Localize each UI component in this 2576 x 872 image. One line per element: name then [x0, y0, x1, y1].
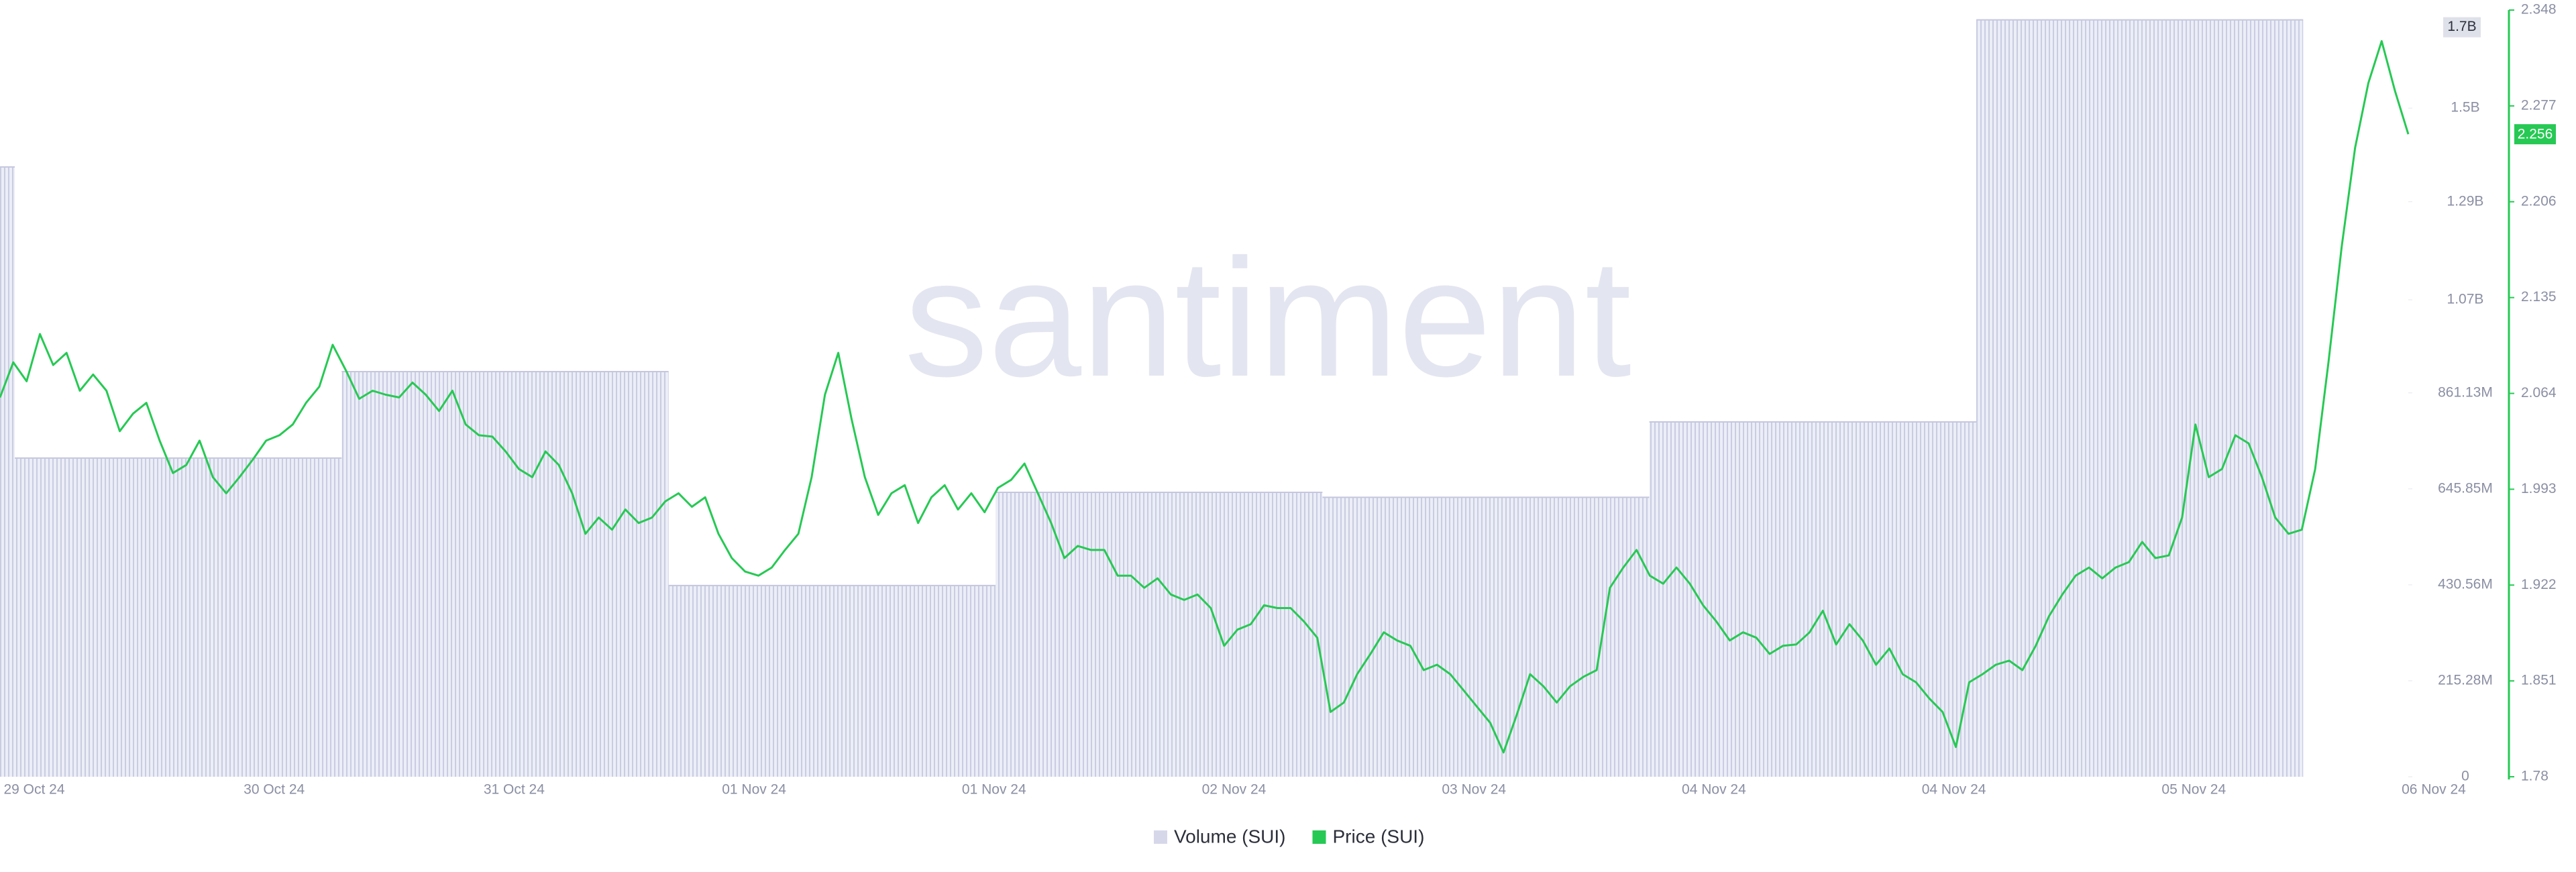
- legend-item: Price (SUI): [1312, 826, 1425, 847]
- x-tick-label: 30 Oct 24: [244, 782, 305, 798]
- y2-tick-label: 2.064: [2521, 385, 2557, 400]
- x-tick-label: 04 Nov 24: [1682, 782, 1746, 798]
- legend-label: Volume (SUI): [1174, 826, 1286, 847]
- y-tick-label: 0: [2461, 769, 2469, 784]
- x-tick-label: 03 Nov 24: [1442, 782, 1506, 798]
- volume-bar: [341, 371, 669, 777]
- x-tick-label: 01 Nov 24: [722, 782, 786, 798]
- watermark: santiment: [904, 224, 1631, 411]
- x-tick-label: 06 Nov 24: [2402, 782, 2466, 798]
- y2-tick-label: 1.851: [2521, 673, 2557, 688]
- price-last-value-label: 2.256: [2518, 127, 2553, 142]
- volume-bar: [995, 492, 1323, 777]
- volume-bar: [668, 585, 996, 777]
- y-tick-label: 861.13M: [2438, 384, 2493, 400]
- price-last-value-box: [2514, 124, 2556, 145]
- legend-item: Volume (SUI): [1154, 826, 1286, 847]
- volume-bar: [1322, 497, 1650, 777]
- volume-bar: [1976, 19, 2304, 777]
- y-tick-label: 430.56M: [2438, 576, 2493, 592]
- y-tick-label: 215.28M: [2438, 672, 2493, 688]
- y2-tick-label: 1.78: [2521, 769, 2548, 784]
- volume-bar: [0, 166, 15, 777]
- volume-bar: [1649, 422, 1976, 777]
- y-tick-label: 1.5B: [2451, 100, 2479, 115]
- price-line: [0, 40, 2410, 754]
- volume-bar: [15, 457, 342, 777]
- x-tick-label: 04 Nov 24: [1922, 782, 1986, 798]
- y2-tick-label: 2.135: [2521, 289, 2557, 305]
- y2-tick-label: 2.206: [2521, 193, 2557, 209]
- legend-label: Price (SUI): [1333, 826, 1425, 847]
- legend-swatch: [1312, 830, 1326, 844]
- legend-swatch: [1154, 830, 1167, 844]
- x-tick-label: 05 Nov 24: [2161, 782, 2226, 798]
- y-tick-label: 1.07B: [2447, 291, 2484, 307]
- y2-tick-label: 2.277: [2521, 97, 2557, 113]
- y-tick-label: 645.85M: [2438, 480, 2493, 496]
- y2-tick-label: 2.348: [2521, 2, 2557, 17]
- x-tick-label: 31 Oct 24: [484, 782, 545, 798]
- x-tick-label: 29 Oct 24: [3, 782, 64, 798]
- y2-tick-label: 1.922: [2521, 577, 2557, 592]
- y-tick-label: 1.29B: [2447, 193, 2484, 209]
- x-tick-label: 01 Nov 24: [962, 782, 1026, 798]
- y2-tick-label: 1.993: [2521, 481, 2557, 496]
- volume-last-value-label: 1.7B: [2447, 19, 2476, 34]
- volume-last-value: 1.7B: [2443, 17, 2481, 38]
- x-tick-label: 02 Nov 24: [1202, 782, 1267, 798]
- volume-last-value-box: [2443, 17, 2481, 38]
